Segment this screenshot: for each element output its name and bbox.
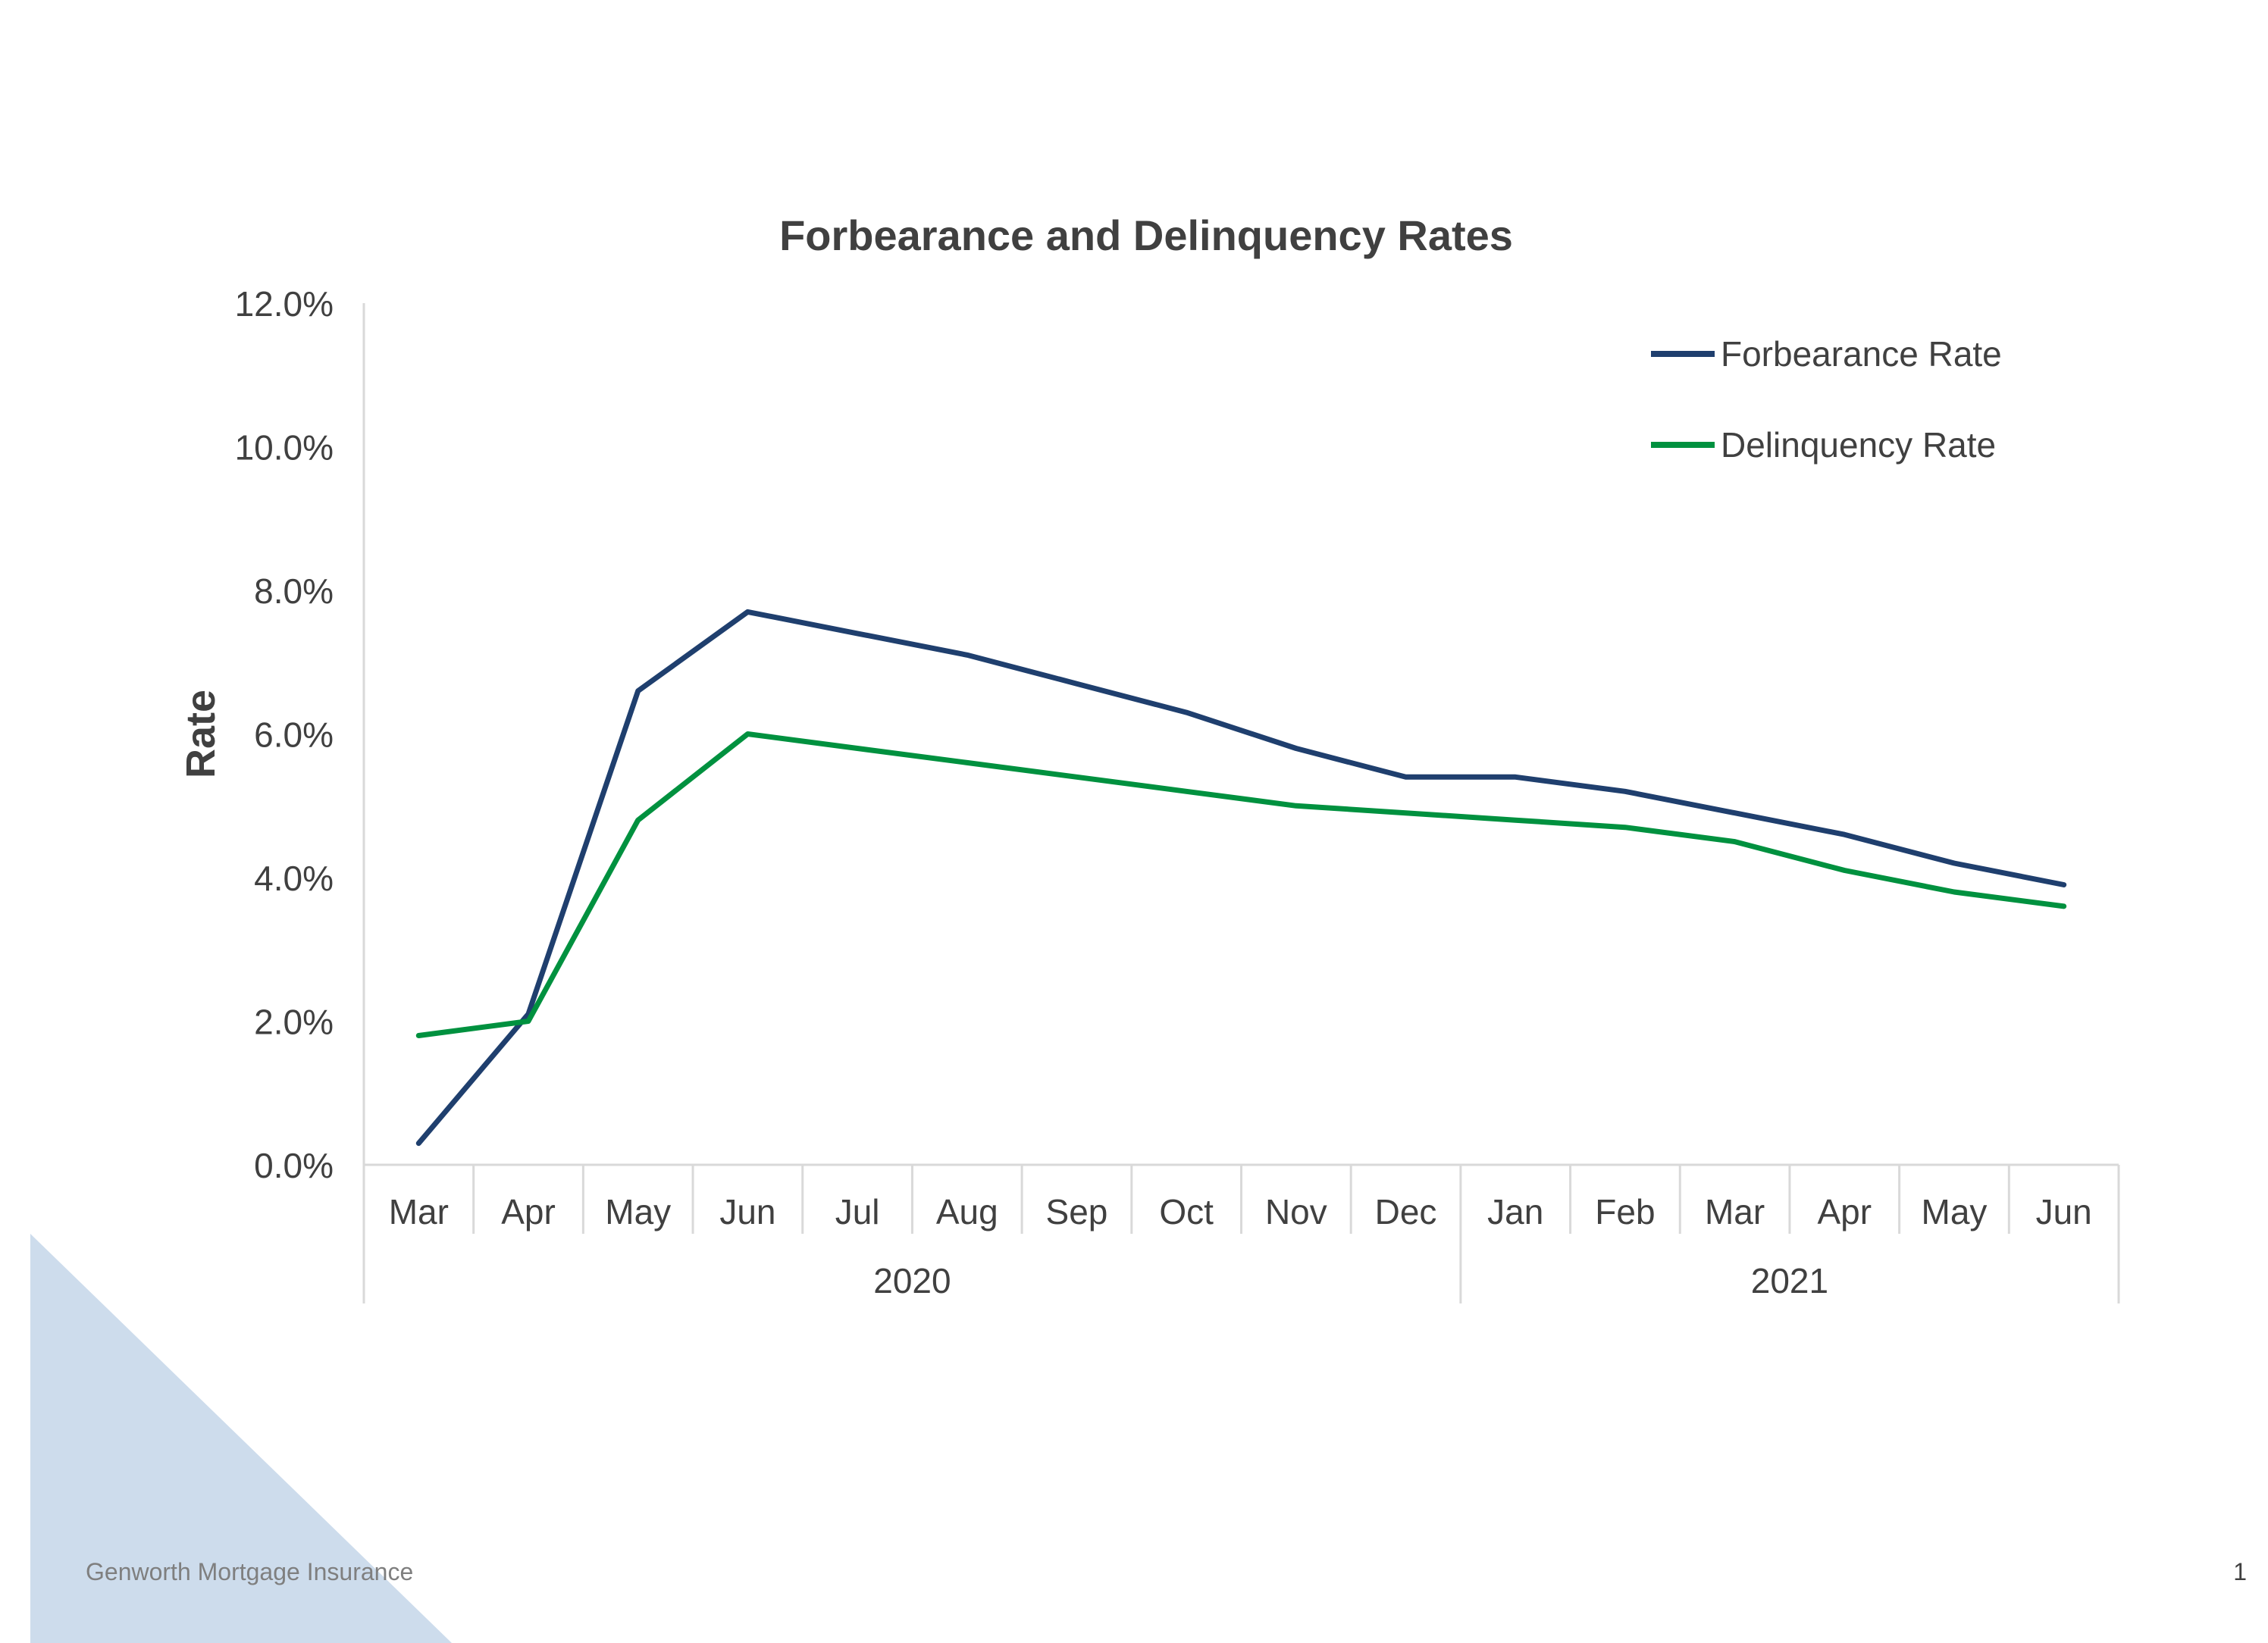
x-tick-label: May <box>605 1192 671 1231</box>
x-tick-label: Apr <box>501 1192 556 1231</box>
data-point <box>418 1142 420 1144</box>
x-tick-label: Mar <box>1705 1192 1765 1231</box>
data-point <box>747 611 749 613</box>
y-tick-label: 4.0% <box>254 859 334 898</box>
x-tick-label: Mar <box>389 1192 449 1231</box>
data-point <box>1844 834 1846 836</box>
data-point <box>1734 840 1736 843</box>
chart-series <box>415 609 2067 1147</box>
data-point <box>1624 826 1626 828</box>
x-tick-label: Sep <box>1046 1192 1108 1231</box>
legend-label: Delinquency Rate <box>1721 425 1996 465</box>
y-tick-label: 6.0% <box>254 715 334 755</box>
data-point <box>1405 776 1407 778</box>
data-point <box>637 819 639 822</box>
chart-title: Forbearance and Delinquency Rates <box>779 211 1513 259</box>
legend-label: Forbearance Rate <box>1721 334 2002 374</box>
x-tick-label: May <box>1922 1192 1988 1231</box>
chart-legend: Forbearance Rate Delinquency Rate <box>1651 334 2002 465</box>
page-number: 1 <box>2233 1558 2247 1585</box>
data-point <box>1515 776 1517 778</box>
data-point <box>1295 747 1297 750</box>
x-group-label: 2020 <box>873 1261 951 1300</box>
x-tick-label: Jan <box>1487 1192 1543 1231</box>
y-axis-label: Rate <box>178 690 224 778</box>
chart-axes <box>362 303 2120 1303</box>
data-point <box>2063 884 2065 886</box>
data-point <box>418 1034 420 1037</box>
data-point <box>528 1020 530 1022</box>
data-point <box>1076 683 1078 685</box>
data-point <box>1186 790 1188 793</box>
x-tick-label: Feb <box>1595 1192 1655 1231</box>
x-tick-label: Oct <box>1159 1192 1214 1231</box>
decorative-triangle <box>30 1234 452 1643</box>
footer-company-name: Genworth Mortgage Insurance <box>86 1558 414 1585</box>
decorative-corner-shape <box>30 1234 452 1643</box>
data-point <box>1515 819 1517 822</box>
y-tick-label: 8.0% <box>254 571 334 611</box>
series-line-forbearance <box>415 609 2067 1147</box>
x-tick-label: Aug <box>936 1192 998 1231</box>
data-point <box>747 733 749 735</box>
y-tick-label: 10.0% <box>235 428 334 468</box>
data-point <box>1186 712 1188 714</box>
data-point <box>857 747 859 750</box>
data-point <box>966 654 968 656</box>
data-point <box>857 632 859 634</box>
data-point <box>1734 812 1736 814</box>
x-tick-label: Jun <box>719 1192 775 1231</box>
x-group-label: 2021 <box>1751 1261 1828 1300</box>
data-point <box>1405 812 1407 814</box>
data-point <box>528 1013 530 1016</box>
data-point <box>1076 776 1078 778</box>
data-point <box>966 762 968 764</box>
y-tick-label: 12.0% <box>235 284 334 324</box>
data-point <box>1295 805 1297 807</box>
chart-labels: Forbearance and Delinquency Rates Rate 0.0… <box>178 211 2092 1300</box>
x-tick-label: Dec <box>1375 1192 1437 1231</box>
data-point <box>2063 905 2065 907</box>
series-line-delinquency <box>415 731 2067 1038</box>
y-tick-label: 2.0% <box>254 1003 334 1042</box>
data-point <box>1953 862 1955 865</box>
data-point <box>1953 890 1955 893</box>
data-point <box>1624 790 1626 793</box>
x-tick-label: Apr <box>1817 1192 1872 1231</box>
x-tick-label: Jul <box>835 1192 880 1231</box>
x-tick-label: Nov <box>1265 1192 1327 1231</box>
y-tick-label: 0.0% <box>254 1146 334 1185</box>
x-tick-label: Jun <box>2036 1192 2092 1231</box>
data-point <box>637 690 639 692</box>
data-point <box>1844 869 1846 872</box>
